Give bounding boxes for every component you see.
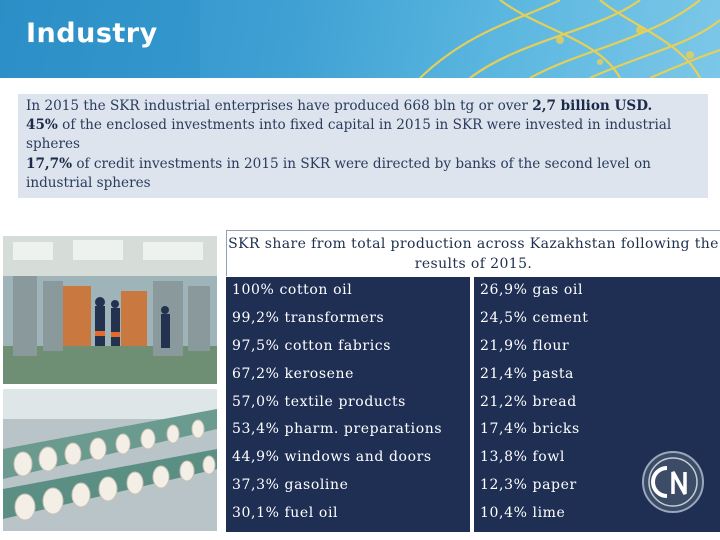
intro-line-3-text: of credit investments in 2015 in SKR wer…	[26, 155, 651, 191]
intro-line-3: 17,7% of credit investments in 2015 in S…	[26, 155, 700, 193]
factory-photo-spinning	[3, 389, 217, 531]
table-cell: 44,9% windows and doors	[232, 449, 432, 466]
table-cell: 97,5% cotton fabrics	[232, 337, 392, 354]
table-title: SKR share from total production across K…	[226, 230, 720, 276]
intro-line-1-text: In 2015 the SKR industrial enterprises h…	[26, 98, 533, 114]
circle-on-logo-icon	[641, 450, 705, 514]
page-title: Industry	[26, 18, 158, 49]
column-divider	[470, 277, 474, 532]
table-column-right: 26,9% gas oil 24,5% cement 21,9% flour 2…	[474, 277, 720, 532]
table-cell: 53,4% pharm. preparations	[232, 421, 443, 438]
table-cell: 24,5% cement	[480, 309, 589, 326]
table-cell: 12,3% paper	[480, 477, 577, 494]
table-cell: 67,2% kerosene	[232, 365, 354, 382]
factory-photo-transformers	[3, 236, 217, 384]
ornament-pattern-icon	[0, 0, 720, 78]
intro-text-box: In 2015 the SKR industrial enterprises h…	[18, 94, 708, 198]
table-cell: 21,2% bread	[480, 393, 577, 410]
intro-line-3-bold: 17,7%	[26, 155, 73, 172]
header-banner: Industry	[0, 0, 720, 78]
production-share-table: 100% cotton oil 99,2% transformers 97,5%…	[226, 277, 720, 532]
table-cell: 26,9% gas oil	[480, 282, 584, 298]
table-cell: 57,0% textile products	[232, 393, 406, 410]
table-cell: 37,3% gasoline	[232, 477, 349, 494]
table-cell: 10,4% lime	[480, 505, 566, 522]
table-column-left: 100% cotton oil 99,2% transformers 97,5%…	[226, 277, 470, 532]
table-cell: 21,9% flour	[480, 337, 570, 354]
intro-line-1: In 2015 the SKR industrial enterprises h…	[26, 97, 700, 116]
table-cell: 13,8% fowl	[480, 449, 565, 466]
table-cell: 21,4% pasta	[480, 365, 574, 382]
intro-line-2-bold: 45%	[26, 117, 58, 134]
intro-line-2: 45% of the enclosed investments into fix…	[26, 116, 700, 154]
intro-line-1-bold: 2,7 billion USD.	[532, 98, 653, 114]
table-cell: 17,4% bricks	[480, 421, 580, 438]
table-cell: 100% cotton oil	[232, 282, 353, 298]
intro-line-2-text: of the enclosed investments into fixed c…	[26, 117, 672, 153]
table-cell: 30,1% fuel oil	[232, 505, 339, 522]
table-cell: 99,2% transformers	[232, 309, 385, 326]
